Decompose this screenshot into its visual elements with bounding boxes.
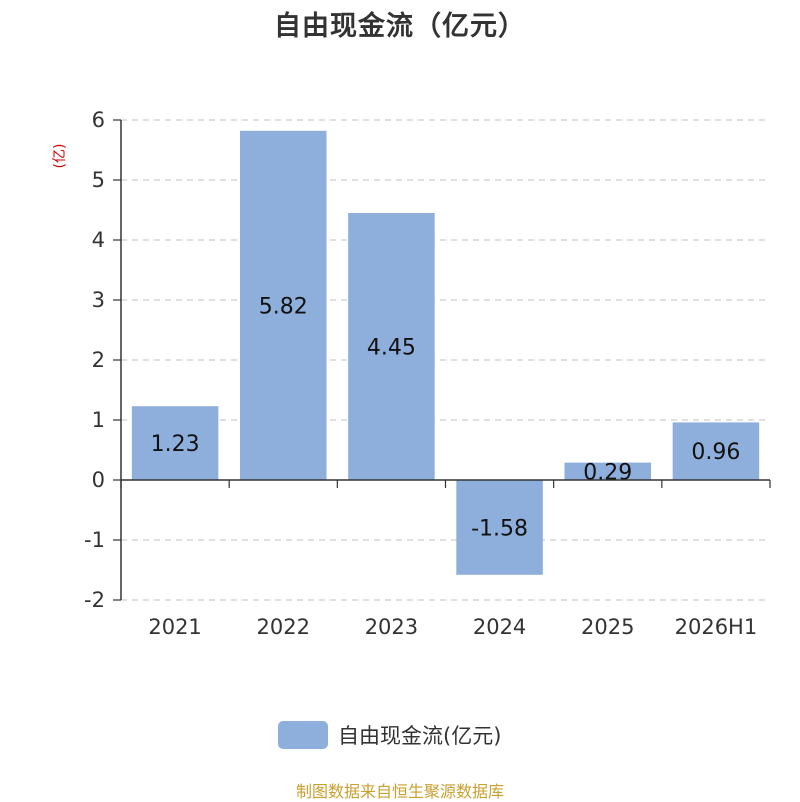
y-tick-label: 5 [92, 168, 105, 192]
axes: 6 5 4 3 2 1 0 -1 -2 (亿) 2021 2022 2023 2024 2025 2026H1 [52, 108, 771, 639]
bars [131, 130, 760, 575]
chart-title: 自由现金流（亿元） [274, 11, 526, 42]
bar [239, 130, 327, 481]
bar [456, 480, 543, 575]
bar [131, 406, 219, 480]
y-tick-label: -2 [84, 588, 105, 612]
data-labels: 1.23 5.82 4.45 -1.58 0.29 0.96 [151, 294, 741, 541]
data-label: 0.96 [691, 440, 740, 465]
y-tick-label: -1 [84, 528, 105, 552]
bar [564, 462, 652, 480]
grid-lines [121, 119, 770, 601]
x-tick-label: 2022 [257, 615, 310, 639]
x-tick-label: 2021 [148, 615, 201, 639]
legend-label: 自由现金流(亿元) [338, 724, 502, 748]
data-label: 1.23 [151, 432, 200, 457]
x-tick-label: 2025 [581, 615, 634, 639]
x-tick-label: 2023 [365, 615, 418, 639]
y-tick-label: 6 [92, 108, 105, 132]
data-label: -1.58 [471, 516, 528, 541]
data-label: 5.82 [259, 294, 308, 319]
bar [672, 422, 760, 480]
data-label: 0.29 [583, 460, 632, 485]
y-tick-label: 4 [92, 228, 105, 252]
x-tick-label: 2026H1 [675, 615, 758, 639]
legend-swatch [278, 721, 328, 749]
bar [348, 213, 435, 480]
y-tick-label: 1 [92, 408, 105, 432]
source-note: 制图数据来自恒生聚源数据库 [295, 782, 504, 801]
x-tick-label: 2024 [473, 615, 526, 639]
y-tick-label: 0 [92, 468, 105, 492]
data-label: 4.45 [367, 336, 416, 361]
bar-chart: 1.23 5.82 4.45 -1.58 0.29 0.96 6 5 4 3 2 1 0 -1 -2 (亿)… [52, 108, 771, 639]
y-axis-unit: (亿) [52, 144, 68, 169]
legend[interactable]: 自由现金流(亿元) [278, 720, 501, 750]
y-tick-label: 3 [92, 288, 105, 312]
y-tick-label: 2 [92, 348, 105, 372]
